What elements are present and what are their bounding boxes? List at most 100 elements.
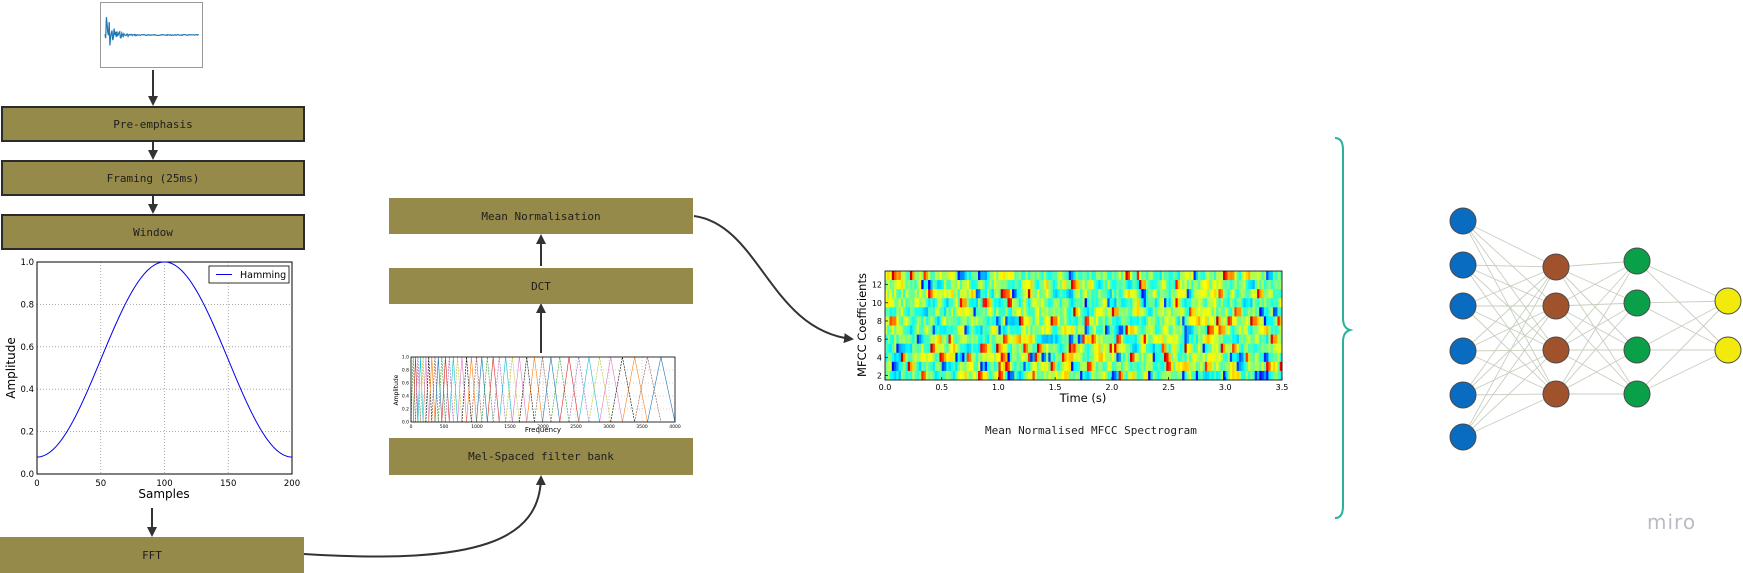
mfcc-cell (1023, 298, 1026, 308)
mean-normalisation-block[interactable]: Mean Normalisation (389, 198, 693, 234)
mfcc-cell (1055, 334, 1058, 344)
mfcc-cell (966, 343, 970, 354)
mfcc-cell (1277, 370, 1281, 381)
mfcc-cell (1143, 370, 1147, 381)
mfcc-cell (1213, 325, 1217, 335)
mfcc-cell (1086, 343, 1090, 354)
mfcc-cell (939, 334, 943, 344)
mfcc-cell (1238, 325, 1242, 335)
mfcc-cell (1277, 271, 1281, 281)
mel-filter-triangle (534, 356, 552, 423)
mfcc-cell (1034, 307, 1038, 317)
mfcc-cell (1061, 280, 1065, 290)
hamming-y-tick: 0.6 (20, 343, 34, 353)
mfcc-cell (1039, 316, 1042, 326)
mfcc-cell (1266, 334, 1269, 344)
mel-filter-bank-block[interactable]: Mel-Spaced filter bank (389, 438, 693, 475)
mfcc-cell (1254, 334, 1258, 344)
mfcc-cell (1021, 289, 1024, 299)
mfcc-cell (885, 325, 888, 335)
mfcc-cell (912, 307, 915, 317)
mfcc-cell (1055, 271, 1058, 281)
mfcc-cell (928, 289, 931, 299)
mfcc-cell (1012, 352, 1015, 363)
mfcc-cell (1120, 343, 1124, 354)
mfcc-cell (971, 271, 974, 281)
mfcc-cell (1123, 307, 1126, 317)
mfcc-cell (1154, 271, 1158, 281)
mfcc-cell (903, 343, 906, 354)
framing-block[interactable]: Framing (25ms) (1, 160, 305, 196)
mfcc-cell (1125, 271, 1129, 281)
mfcc-cell (989, 343, 992, 354)
mfcc-cell (1127, 343, 1131, 354)
mfcc-cell (923, 361, 927, 372)
neural-network-diagram[interactable] (1413, 190, 1743, 490)
mfcc-cell (1193, 298, 1197, 308)
mfcc-cell (1009, 343, 1013, 354)
mfcc-cell (1025, 289, 1029, 299)
mfcc-cell (1257, 271, 1260, 281)
mfcc-cell (1234, 370, 1237, 381)
mfcc-cell (1086, 316, 1090, 326)
mfcc-cell (1236, 307, 1240, 317)
pre-emphasis-block[interactable]: Pre-emphasis (1, 106, 305, 142)
mfcc-cell (962, 370, 965, 381)
mfcc-cell (1157, 280, 1160, 290)
mfcc-cell (1277, 343, 1281, 354)
mfcc-cell (1030, 361, 1033, 372)
mfcc-cell (1216, 289, 1219, 299)
dct-block[interactable]: DCT (389, 268, 693, 304)
mfcc-cell (1025, 343, 1029, 354)
mfcc-cell (1082, 343, 1085, 354)
hidden1-node (1542, 292, 1570, 320)
mfcc-cell (1236, 271, 1240, 281)
mel-filterbank-plot[interactable]: 0 500 1000 1500 2000 2500 3000 3500 4000 0.00.20… (390, 354, 690, 435)
mfcc-cell (1159, 361, 1163, 372)
mfcc-cell (1036, 325, 1040, 335)
mfcc-cell (1002, 352, 1006, 363)
mfcc-cell (1118, 289, 1122, 299)
mfcc-cell (1211, 325, 1215, 335)
hamming-window-plot[interactable]: 0 50 100 150 200 0.00.20.40.60.81.0 Hamming … (0, 255, 305, 505)
mfcc-cell (1002, 325, 1006, 335)
mfcc-cell (948, 280, 952, 290)
mfcc-cell (1132, 370, 1135, 381)
mfcc-cell (1084, 370, 1088, 381)
mfcc-cell (937, 298, 940, 308)
mfcc-cell (1093, 352, 1097, 363)
filterbank-y-tick: 1.0 (402, 355, 409, 361)
mfcc-cell (1080, 352, 1083, 363)
mfcc-cell (905, 298, 908, 308)
mfcc-cell (1093, 343, 1097, 354)
mfcc-cell (928, 370, 931, 381)
mfcc-cell (1177, 289, 1181, 299)
mfcc-cell (964, 316, 967, 326)
mfcc-cell (930, 352, 933, 363)
mfcc-cell (909, 307, 913, 317)
mfcc-cell (1136, 343, 1140, 354)
mfcc-cell (1191, 280, 1194, 290)
mfcc-cell (1089, 325, 1092, 335)
mfcc-cell (964, 370, 967, 381)
mel-filter-triangle (542, 356, 561, 423)
mfcc-cell (1055, 289, 1058, 299)
mfcc-cell (1002, 334, 1006, 344)
mfcc-cell (1252, 334, 1256, 344)
mfcc-cell (1080, 271, 1083, 281)
window-block[interactable]: Window (1, 214, 305, 250)
mfcc-cell (1220, 280, 1224, 290)
waveform-thumbnail[interactable] (100, 2, 203, 68)
mfcc-cell (885, 289, 888, 299)
mfcc-cell (1198, 280, 1201, 290)
mfcc-cell (980, 307, 983, 317)
mfcc-cell (1032, 370, 1036, 381)
hidden2-node (1623, 247, 1651, 275)
mel-filter-triangle (599, 356, 623, 423)
fft-block[interactable]: FFT (0, 537, 304, 573)
mfcc-cell (998, 343, 1001, 354)
mfcc-cell (894, 280, 897, 290)
mel-filter-triangle (431, 356, 439, 423)
mfcc-cell (1068, 307, 1072, 317)
